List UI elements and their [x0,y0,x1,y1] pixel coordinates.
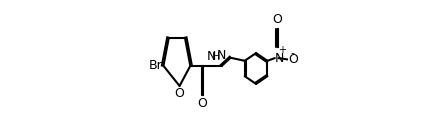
Text: O: O [288,53,298,66]
Text: N: N [275,52,284,65]
Text: H: H [212,52,220,62]
Text: +: + [278,45,286,55]
Text: O: O [175,87,184,100]
Text: N: N [217,49,227,62]
Text: -: - [291,48,295,58]
Text: N: N [206,50,216,63]
Text: Br: Br [149,59,163,72]
Text: O: O [197,97,207,110]
Text: O: O [273,13,282,26]
